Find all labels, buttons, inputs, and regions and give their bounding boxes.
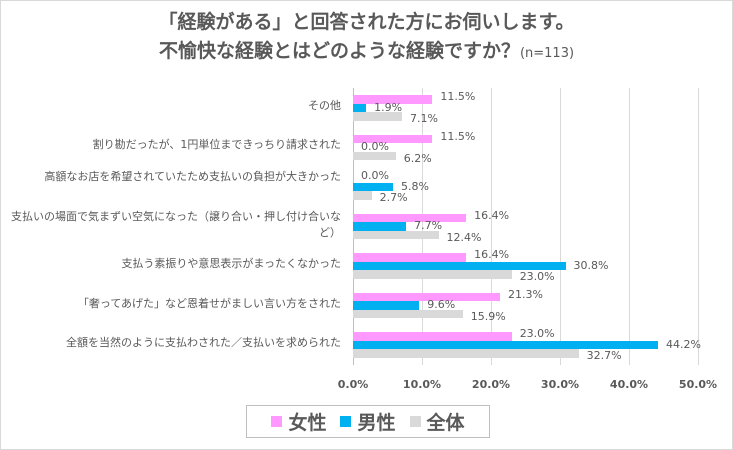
legend-item: 全体 bbox=[409, 408, 465, 435]
legend-label: 全体 bbox=[426, 412, 465, 434]
legend-swatch-icon bbox=[340, 416, 352, 427]
bar-全体 bbox=[353, 270, 512, 279]
data-label: 23.0% bbox=[519, 327, 555, 341]
data-label: 7.7% bbox=[414, 219, 443, 233]
plot-area: 11.5% 1.9% 7.1% 11.5% 0.0% 6.2% 0.0% 5.8% 2.7% 16… bbox=[353, 88, 701, 365]
bar-女性 bbox=[353, 95, 433, 104]
data-label: 32.7% bbox=[586, 349, 622, 363]
data-label: 16.4% bbox=[474, 208, 510, 222]
sample-size: (n=113) bbox=[519, 46, 575, 61]
x-tick-label: 0.0% bbox=[337, 378, 369, 391]
data-label: 23.0% bbox=[519, 270, 555, 284]
chart-title: 「経験がある」と回答された方にお伺いします。 不愉快な経験とはどのような経験です… bbox=[0, 8, 733, 68]
x-tick-label: 40.0% bbox=[609, 378, 649, 391]
x-tick-label: 50.0% bbox=[678, 378, 718, 391]
bar-全体 bbox=[353, 230, 439, 240]
category-label: 割り勘だったが、1円単位まできっちり請求された bbox=[92, 138, 341, 152]
bar-男性 bbox=[353, 340, 658, 350]
data-label: 11.5% bbox=[440, 129, 476, 143]
data-label: 2.7% bbox=[379, 191, 408, 205]
category-label: 「奢ってあげた」など恩着せがましい言い方をされた bbox=[77, 296, 341, 310]
title-question: 不愉快な経験とはどのような経験ですか？ bbox=[158, 40, 520, 62]
bar-男性 bbox=[353, 261, 566, 271]
data-label: 5.8% bbox=[401, 179, 429, 193]
data-label: 1.9% bbox=[374, 100, 403, 114]
category-label: 支払う素振りや意思表示がまったくなかった bbox=[121, 257, 341, 271]
gridline bbox=[629, 88, 630, 365]
bar-男性 bbox=[353, 301, 420, 310]
x-tick-label: 10.0% bbox=[402, 378, 442, 391]
bar-全体 bbox=[353, 112, 402, 121]
gridline bbox=[422, 88, 423, 365]
legend-item: 女性 bbox=[271, 408, 326, 435]
gridline bbox=[560, 88, 561, 365]
data-label: 30.8% bbox=[573, 258, 609, 272]
data-label: 6.2% bbox=[403, 151, 432, 165]
legend-swatch-icon bbox=[409, 416, 421, 427]
data-label: 11.5% bbox=[440, 90, 476, 104]
bar-男性 bbox=[353, 182, 394, 192]
bar-男性 bbox=[353, 103, 367, 113]
legend-swatch-icon bbox=[271, 416, 283, 427]
bar-男性 bbox=[353, 222, 407, 231]
data-label: 21.3% bbox=[507, 287, 543, 301]
data-label: 9.6% bbox=[427, 298, 456, 312]
category-label: その他 bbox=[308, 98, 341, 112]
data-label: 7.1% bbox=[409, 112, 438, 126]
data-label: 0.0% bbox=[361, 140, 389, 154]
data-label: 15.9% bbox=[470, 309, 506, 323]
title-line-2: 不愉快な経験とはどのような経験ですか？(n=113) bbox=[0, 37, 733, 68]
data-label: 44.2% bbox=[665, 337, 701, 351]
data-label: 0.0% bbox=[361, 169, 389, 183]
category-label: 全額を当然のように支払わされた／支払いを求められた bbox=[66, 336, 341, 350]
gridline bbox=[491, 88, 492, 365]
bar-全体 bbox=[353, 151, 396, 161]
legend-item: 男性 bbox=[340, 408, 396, 435]
bar-女性 bbox=[353, 134, 433, 144]
legend: 女性 男性 全体 bbox=[246, 405, 490, 438]
bar-女性 bbox=[353, 253, 467, 262]
bar-女性 bbox=[353, 332, 512, 341]
title-line-1: 「経験がある」と回答された方にお伺いします。 bbox=[158, 11, 575, 33]
bar-女性 bbox=[353, 213, 467, 223]
x-tick-label: 20.0% bbox=[471, 378, 511, 391]
legend-label: 男性 bbox=[357, 412, 396, 434]
bar-女性 bbox=[353, 292, 500, 302]
data-label: 16.4% bbox=[474, 248, 510, 262]
category-label: 支払いの場面で気まずい空気になった（譲り合い・押し付け合いなど） bbox=[11, 209, 341, 239]
category-label: 高額なお店を希望されていたため支払いの負担が大きかった bbox=[44, 169, 341, 183]
bar-全体 bbox=[353, 349, 579, 358]
legend-label: 女性 bbox=[288, 412, 327, 434]
bar-全体 bbox=[353, 191, 372, 200]
x-tick-label: 30.0% bbox=[540, 378, 580, 391]
data-label: 12.4% bbox=[446, 230, 482, 244]
gridline bbox=[698, 88, 699, 365]
bar-全体 bbox=[353, 309, 463, 319]
